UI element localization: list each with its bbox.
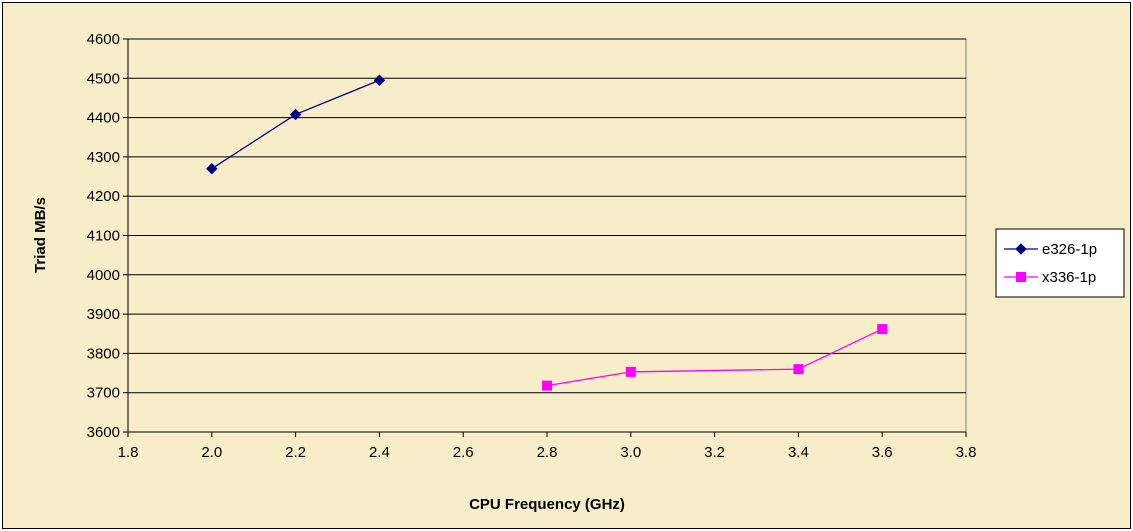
- series-x336-1p: [542, 324, 888, 391]
- legend-label: x336-1p: [1042, 269, 1096, 286]
- legend-item: x336-1p: [1004, 269, 1096, 286]
- y-axis-title: Triad MB/s: [32, 197, 49, 273]
- x-tick-label: 2.8: [537, 444, 558, 461]
- x-tick-label: 3.2: [704, 444, 725, 461]
- data-point: [625, 366, 636, 377]
- y-tick-label: 4500: [87, 70, 120, 87]
- x-tick-label: 2.6: [453, 444, 474, 461]
- x-tick-label: 1.8: [118, 444, 139, 461]
- legend-marker: [1015, 243, 1027, 255]
- y-tick-label: 4600: [87, 31, 120, 48]
- y-tick-label: 4200: [87, 188, 120, 205]
- data-point: [206, 162, 218, 175]
- y-axis-ticks: 3600 3700 3800 3900 4000 4100 4200 4300 4400 4500…: [87, 31, 128, 441]
- legend: e326-1p x336-1p: [995, 228, 1125, 298]
- legend-label: e326-1p: [1042, 241, 1097, 258]
- series-line: [546, 328, 883, 387]
- y-tick-label: 4400: [87, 110, 120, 127]
- y-tick-label: 3900: [87, 306, 120, 323]
- x-tick-label: 2.4: [369, 444, 390, 461]
- x-tick-label: 2.0: [201, 444, 222, 461]
- x-axis-ticks: 1.8 2.0 2.2 2.4 2.6 2.8 3.0 3.2 3.4 3.6 3.8: [118, 432, 977, 461]
- x-tick-label: 3.6: [872, 444, 893, 461]
- series-line: [211, 79, 380, 170]
- series-layer: [206, 74, 888, 391]
- y-tick-label: 3800: [87, 345, 120, 362]
- legend-box: [995, 228, 1125, 298]
- x-axis-title: CPU Frequency (GHz): [469, 496, 625, 513]
- y-tick-label: 4300: [87, 149, 120, 166]
- legend-items: e326-1p x336-1p: [1004, 241, 1097, 286]
- data-point: [542, 380, 552, 391]
- data-point: [373, 74, 386, 86]
- x-tick-label: 2.2: [285, 444, 306, 461]
- y-tick-label: 4000: [87, 267, 120, 284]
- legend-item: e326-1p: [1004, 241, 1097, 258]
- y-tick-label: 3600: [87, 424, 120, 441]
- line-chart: 1.8 2.0 2.2 2.4 2.6 2.8 3.0 3.2 3.4 3.6 3.8 3600 37…: [32, 31, 1125, 513]
- gridlines: [128, 38, 966, 394]
- x-tick-label: 3.0: [620, 444, 641, 461]
- data-point: [877, 324, 888, 335]
- data-point: [289, 108, 302, 121]
- y-tick-label: 4100: [87, 228, 120, 245]
- series-e326-1p: [206, 74, 386, 175]
- x-tick-label: 3.4: [788, 444, 809, 461]
- legend-marker: [1016, 272, 1026, 282]
- y-tick-label: 3700: [87, 385, 120, 402]
- x-tick-label: 3.8: [956, 444, 977, 461]
- data-point: [793, 364, 804, 375]
